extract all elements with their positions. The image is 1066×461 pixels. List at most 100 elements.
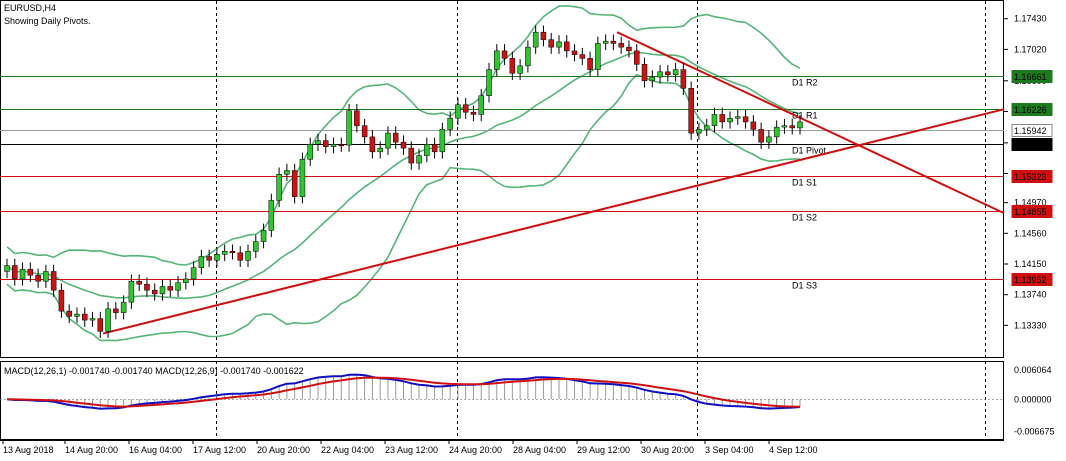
down-candle <box>392 132 399 143</box>
up-candle <box>43 271 49 282</box>
down-candle <box>237 252 243 261</box>
up-candle <box>299 159 306 197</box>
up-candle <box>727 117 733 123</box>
down-candle <box>58 289 65 312</box>
up-candle <box>4 265 10 272</box>
pivot-badge-text: 1.16661 <box>1014 72 1047 82</box>
down-candle <box>688 88 694 134</box>
down-candle <box>167 286 174 291</box>
pivot-price-badges: 1.16661 1.16226 1.15942 1.15758 1.15323 1.148… <box>1011 70 1053 286</box>
down-candle <box>27 268 34 276</box>
down-candle <box>665 71 671 76</box>
time-tick-label: 20 Aug 20:00 <box>257 445 310 455</box>
up-candle <box>486 69 492 96</box>
down-candle <box>462 104 469 113</box>
down-candle <box>540 31 547 40</box>
up-candle <box>346 110 352 146</box>
down-candle <box>81 313 88 321</box>
down-candle <box>291 170 298 197</box>
down-candle <box>369 136 376 153</box>
down-candle <box>35 274 41 282</box>
up-candle <box>478 95 484 115</box>
time-tick-label: 3 Sep 04:00 <box>705 445 754 455</box>
up-candle <box>377 147 383 153</box>
up-candle <box>198 256 205 268</box>
up-candle <box>766 136 772 143</box>
pivot-price-badge <box>1011 138 1053 151</box>
up-candle <box>268 200 275 231</box>
up-candle <box>494 50 500 70</box>
up-candle <box>532 31 539 48</box>
candlesticks <box>4 25 803 339</box>
up-candle <box>120 301 127 313</box>
up-candle <box>19 268 26 280</box>
up-candle <box>595 43 601 70</box>
up-candle <box>696 129 702 134</box>
pivot-badge-text: 1.15758 <box>1014 140 1047 150</box>
price-tick-label: 1.13330 <box>1014 320 1047 330</box>
price-tick-label: 1.17430 <box>1014 14 1047 24</box>
up-candle <box>74 313 80 317</box>
bollinger-lower <box>6 73 800 342</box>
up-candle <box>781 125 788 128</box>
down-candle <box>641 64 648 82</box>
macd-tick-label: -0.006675 <box>1014 426 1055 436</box>
down-candle <box>338 144 345 147</box>
up-candle <box>276 174 282 201</box>
down-candle <box>323 140 329 147</box>
price-tick-label: 1.14560 <box>1014 228 1047 238</box>
up-candle <box>105 308 111 332</box>
pivot-price-badge <box>1011 124 1053 137</box>
up-candle <box>159 286 166 295</box>
price-tick-label: 1.17020 <box>1014 44 1047 54</box>
up-candle <box>307 144 313 160</box>
down-candle <box>136 280 142 285</box>
down-candle <box>12 265 18 280</box>
down-candle <box>571 50 578 55</box>
down-candle <box>361 125 368 138</box>
down-candle <box>66 310 72 317</box>
up-candle <box>424 144 430 156</box>
time-tick-label: 23 Aug 12:00 <box>385 445 438 455</box>
symbol-title: EURUSD,H4 <box>4 3 56 13</box>
up-candle <box>649 76 656 82</box>
down-candle <box>587 58 593 70</box>
up-candle <box>284 170 290 175</box>
macd-tick-label: 0.000000 <box>1014 394 1052 404</box>
up-candle <box>183 278 189 283</box>
down-candle <box>610 40 617 44</box>
pivot-price-badge <box>1011 273 1053 286</box>
down-candle <box>144 283 150 291</box>
down-candle <box>680 69 687 89</box>
time-tick-label: 17 Aug 12:00 <box>193 445 246 455</box>
down-candle <box>579 54 586 59</box>
down-candle <box>626 46 632 52</box>
up-candle <box>735 116 741 119</box>
down-candle <box>229 251 236 254</box>
down-candle <box>548 39 554 48</box>
down-candle <box>97 318 104 332</box>
up-candle <box>447 117 453 130</box>
up-candle <box>416 155 422 164</box>
pivot-label: D1 R2 <box>792 78 818 88</box>
up-candle <box>128 280 135 303</box>
up-candle <box>190 267 197 280</box>
chart-subtitle: Showing Daily Pivots. <box>4 16 91 26</box>
down-candle <box>400 141 407 149</box>
pivot-badge-text: 1.16226 <box>1014 105 1047 115</box>
down-candle <box>501 50 508 59</box>
up-candle <box>260 230 267 242</box>
time-tick-label: 30 Aug 20:00 <box>641 445 694 455</box>
trendlines <box>102 31 1005 335</box>
pivot-lines: D1 R2 D1 R1 D1 Pivot D1 S1 D1 S2 D1 S3 <box>0 76 1004 291</box>
pivot-price-badge <box>1011 170 1053 183</box>
down-candle <box>719 114 726 123</box>
up-candle <box>711 114 718 126</box>
up-candle <box>439 129 446 153</box>
pivot-label: D1 S1 <box>792 178 817 188</box>
vertical-grid <box>216 1 986 440</box>
up-candle <box>89 318 96 321</box>
up-candle <box>245 251 251 261</box>
